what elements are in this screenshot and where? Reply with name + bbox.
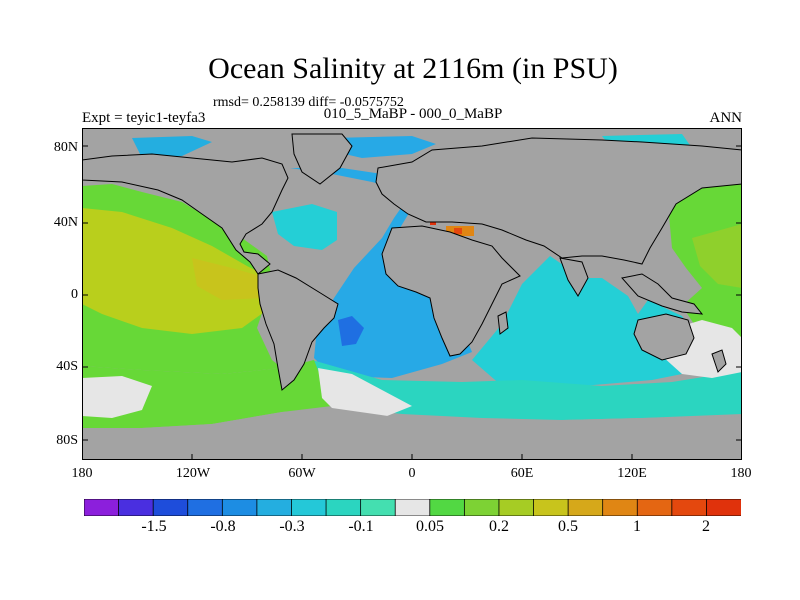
plot-title: Ocean Salinity at 2116m (in PSU) [208,52,618,85]
lon-label: 120W [175,466,211,481]
pacific-hotspot [192,258,267,300]
antarctica-land [82,408,742,460]
colorbar-swatch [636,499,673,516]
lat-label: 80S [56,433,78,448]
colorbar-swatch [152,499,189,516]
atlantic-north-teal [272,204,337,250]
lon-label: 60E [510,466,534,481]
land-mask [82,133,742,391]
colorbar-swatch [602,499,639,516]
colorbar-swatch [498,499,535,516]
colorbar-label: 0.2 [489,518,509,535]
atlantic-field [290,168,472,378]
period-label: 010_5_MaBP - 000_0_MaBP [323,106,503,122]
salinity-map [82,128,742,460]
colorbar-swatch [429,499,466,516]
lat-label: 0 [71,287,78,302]
colorbar-label: -0.1 [348,518,374,535]
southern-neutral-scotia [318,368,412,418]
southern-ocean-field [312,360,742,420]
colorbar-label: 0.5 [558,518,578,535]
colorbar-swatch [394,499,431,516]
lat-label: 40N [53,215,78,230]
lon-label: 120E [617,466,647,481]
lon-label: 180 [730,466,752,481]
colorbar-swatch [706,499,741,516]
colorbar-swatch [671,499,708,516]
colorbar-swatch [187,499,224,516]
lon-label: 0 [408,466,416,481]
lat-label: 40S [56,359,78,374]
colorbar-swatch [221,499,258,516]
med-anomaly-c [454,228,462,234]
indian-field [472,256,692,386]
colorbar-swatch [256,499,293,516]
colorbar-label: -0.3 [279,518,305,535]
colorbar-label: 0.05 [416,518,444,535]
colorbar-label: -1.5 [141,518,167,535]
experiment-label: Expt = teyic1-teyfa3 [82,110,206,126]
season-label: ANN [709,110,743,126]
colorbar-swatch [325,499,362,516]
colorbar-label: -0.8 [210,518,236,535]
stats-subtitle: rmsd= 0.258139 diff= -0.0575752 [213,95,404,110]
colorbar-swatch [84,499,120,516]
southern-green-band [82,360,332,428]
lon-label: 60W [288,466,316,481]
pacific-east-core [692,224,742,288]
arctic-patch-east [332,136,436,158]
colorbar-swatch [118,499,155,516]
colorbar-swatch [533,499,570,516]
pacific-core-field [82,208,267,334]
colorbar-label: 1 [633,518,641,535]
colorbar-swatch [291,499,327,516]
atlantic-deep-core [338,316,364,346]
colorbar-swatch [360,499,397,516]
arctic-patch [132,136,212,158]
map-ticks [82,145,742,460]
colorbar [84,499,741,516]
lat-label: 80N [53,140,78,155]
colorbar-label: 2 [702,518,710,535]
colorbar-swatch [567,499,604,516]
southern-neutral-west [82,376,152,418]
colorbar-swatch [463,499,500,516]
lon-label: 180 [71,466,93,481]
